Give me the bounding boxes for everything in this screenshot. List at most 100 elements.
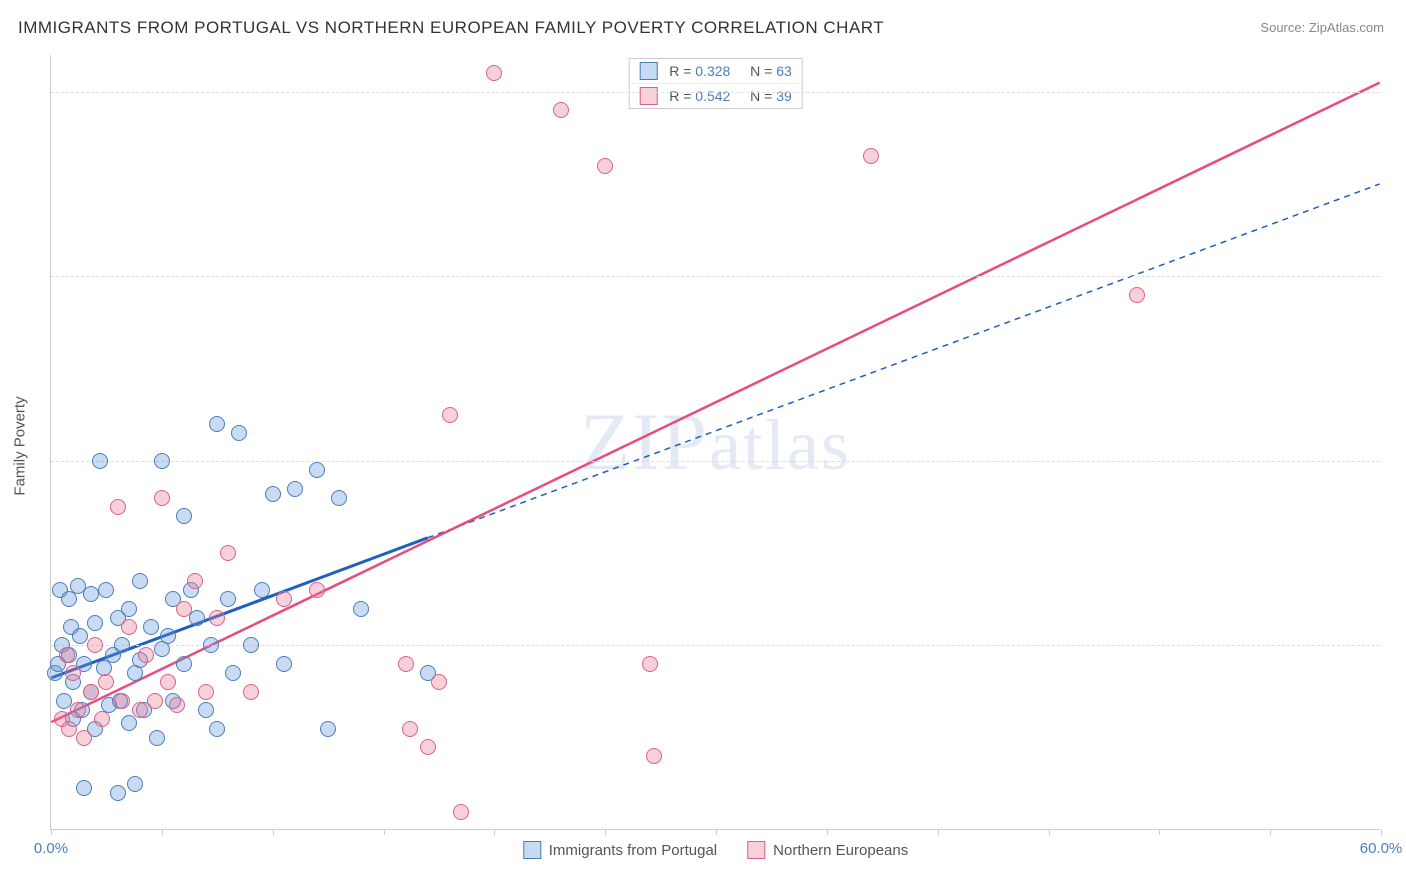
x-tick: [938, 829, 939, 835]
scatter-point: [143, 619, 159, 635]
scatter-point: [453, 804, 469, 820]
watermark-big: ZIP: [580, 396, 709, 487]
scatter-point: [127, 776, 143, 792]
scatter-point: [187, 573, 203, 589]
scatter-point: [209, 416, 225, 432]
x-tick: [716, 829, 717, 835]
scatter-point: [553, 102, 569, 118]
scatter-point: [646, 748, 662, 764]
y-axis-label: Family Poverty: [12, 396, 29, 495]
scatter-point: [331, 490, 347, 506]
scatter-point: [309, 462, 325, 478]
x-tick: [494, 829, 495, 835]
legend-swatch: [523, 841, 541, 859]
scatter-point: [169, 697, 185, 713]
scatter-point: [76, 780, 92, 796]
scatter-point: [597, 158, 613, 174]
legend-bottom: Immigrants from Portugal Northern Europea…: [523, 841, 908, 859]
scatter-point: [398, 656, 414, 672]
legend-stat-row: R = 0.328 N = 63: [629, 59, 802, 83]
scatter-point: [92, 453, 108, 469]
scatter-point: [138, 647, 154, 663]
legend-label: Immigrants from Portugal: [549, 842, 717, 859]
scatter-point: [225, 665, 241, 681]
x-tick-label: 60.0%: [1360, 840, 1403, 857]
scatter-point: [431, 674, 447, 690]
scatter-point: [176, 508, 192, 524]
watermark: ZIPatlas: [580, 395, 851, 489]
x-tick: [827, 829, 828, 835]
x-tick: [605, 829, 606, 835]
x-tick: [1049, 829, 1050, 835]
chart-container: IMMIGRANTS FROM PORTUGAL VS NORTHERN EUR…: [0, 0, 1406, 892]
legend-swatch: [747, 841, 765, 859]
x-tick: [51, 829, 52, 835]
scatter-point: [121, 715, 137, 731]
scatter-point: [98, 582, 114, 598]
legend-n: N = 39: [742, 88, 791, 104]
scatter-point: [243, 637, 259, 653]
gridline-h: [51, 92, 1380, 93]
x-tick: [162, 829, 163, 835]
scatter-point: [1129, 287, 1145, 303]
gridline-h: [51, 461, 1380, 462]
legend-r: R = 0.542: [669, 88, 730, 104]
legend-swatch: [639, 62, 657, 80]
y-tick-label: 30.0%: [1390, 268, 1406, 285]
scatter-point: [209, 721, 225, 737]
y-tick-label: 40.0%: [1390, 83, 1406, 100]
x-tick: [384, 829, 385, 835]
scatter-point: [121, 601, 137, 617]
scatter-point: [121, 619, 137, 635]
trend-line-extension: [428, 184, 1380, 538]
scatter-point: [176, 656, 192, 672]
trend-line: [51, 83, 1379, 722]
scatter-point: [287, 481, 303, 497]
scatter-point: [486, 65, 502, 81]
legend-stat-row: R = 0.542 N = 39: [629, 83, 802, 108]
scatter-point: [132, 702, 148, 718]
scatter-point: [114, 637, 130, 653]
legend-stats-box: R = 0.328 N = 63R = 0.542 N = 39: [628, 58, 803, 109]
watermark-small: atlas: [709, 405, 851, 485]
scatter-point: [110, 785, 126, 801]
scatter-point: [189, 610, 205, 626]
plot-area: ZIPatlas R = 0.328 N = 63R = 0.542 N = 3…: [50, 55, 1380, 830]
scatter-point: [198, 684, 214, 700]
source-credit: Source: ZipAtlas.com: [1260, 20, 1384, 35]
x-tick: [1270, 829, 1271, 835]
legend-r: R = 0.328: [669, 63, 730, 79]
y-tick-label: 20.0%: [1390, 452, 1406, 469]
x-tick: [273, 829, 274, 835]
scatter-point: [87, 637, 103, 653]
scatter-point: [442, 407, 458, 423]
scatter-point: [83, 684, 99, 700]
scatter-point: [65, 665, 81, 681]
scatter-point: [420, 739, 436, 755]
legend-swatch: [639, 87, 657, 105]
scatter-point: [254, 582, 270, 598]
legend-item: Northern Europeans: [747, 841, 908, 859]
x-tick: [1159, 829, 1160, 835]
scatter-point: [220, 591, 236, 607]
scatter-point: [402, 721, 418, 737]
scatter-point: [149, 730, 165, 746]
legend-label: Northern Europeans: [773, 842, 908, 859]
scatter-point: [309, 582, 325, 598]
scatter-point: [276, 656, 292, 672]
scatter-point: [160, 628, 176, 644]
y-tick-label: 10.0%: [1390, 637, 1406, 654]
scatter-point: [863, 148, 879, 164]
scatter-point: [61, 721, 77, 737]
scatter-point: [94, 711, 110, 727]
scatter-point: [76, 730, 92, 746]
scatter-point: [83, 586, 99, 602]
scatter-point: [353, 601, 369, 617]
scatter-point: [154, 490, 170, 506]
x-tick: [1381, 829, 1382, 835]
scatter-point: [59, 647, 75, 663]
scatter-point: [160, 674, 176, 690]
legend-item: Immigrants from Portugal: [523, 841, 717, 859]
gridline-h: [51, 276, 1380, 277]
scatter-point: [70, 702, 86, 718]
